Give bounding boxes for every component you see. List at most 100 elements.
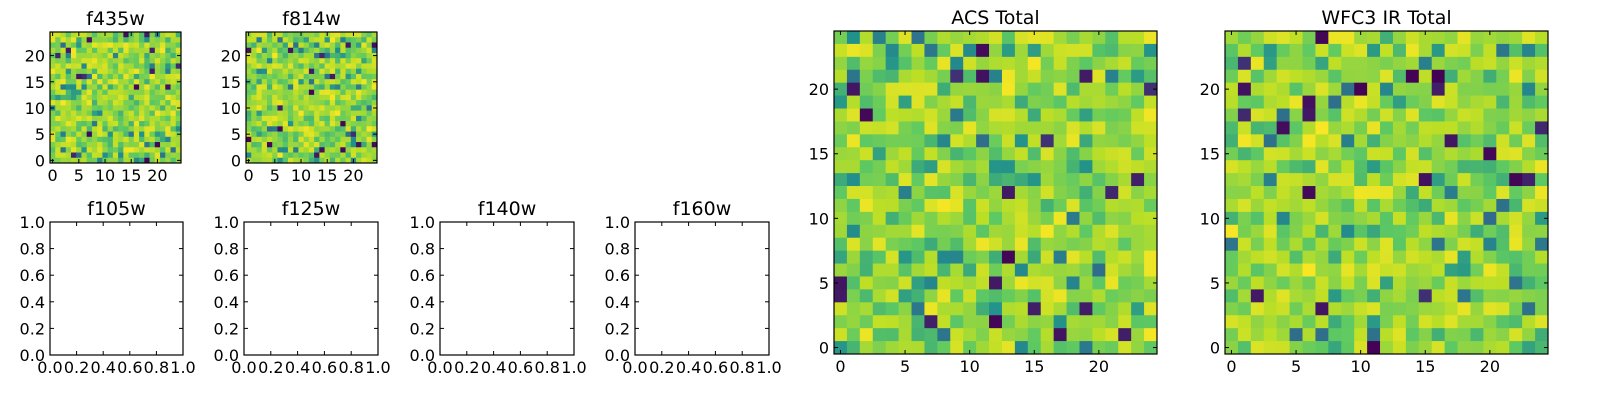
heatmap-cell — [97, 63, 103, 70]
heatmap-cell — [1250, 186, 1265, 200]
heatmap-cell — [1354, 160, 1368, 174]
heatmap-cell — [81, 42, 88, 49]
heatmap-cell — [1444, 95, 1458, 109]
heatmap-cell — [1405, 224, 1420, 239]
heatmap-cell — [133, 100, 140, 106]
heatmap-cell — [350, 94, 357, 101]
heatmap-cell — [1535, 121, 1549, 135]
heatmap-cell — [1509, 302, 1523, 316]
heatmap-cell — [1302, 211, 1316, 226]
heatmap-cell — [1237, 31, 1252, 45]
heatmap-cell — [345, 42, 352, 49]
heatmap-cell — [1341, 134, 1355, 148]
heatmap-cell — [144, 142, 150, 148]
heatmap-cell — [1053, 328, 1067, 342]
heatmap-cell — [1302, 328, 1316, 342]
heatmap-cell — [160, 157, 166, 164]
heatmap-cell — [149, 157, 156, 164]
heatmap-cell — [1315, 186, 1329, 200]
heatmap-cell — [1535, 237, 1549, 252]
heatmap-cell — [86, 110, 93, 117]
heatmap-cell — [846, 134, 861, 148]
heatmap-cell — [1027, 315, 1042, 329]
heatmap-cell — [1263, 341, 1278, 355]
heatmap-cell — [924, 211, 938, 226]
heatmap-cell — [371, 84, 378, 91]
heatmap-cell — [950, 263, 964, 277]
heatmap-cell — [170, 94, 177, 101]
heatmap-cell — [834, 56, 848, 71]
heatmap-cell — [324, 94, 331, 101]
heatmap-cell — [65, 152, 72, 159]
heatmap-cell — [1470, 56, 1484, 71]
heatmap-cell — [1001, 328, 1016, 342]
heatmap-cell — [1457, 43, 1471, 58]
heatmap-cell — [1053, 134, 1067, 148]
heatmap-cell — [1328, 263, 1342, 277]
heatmap-cell — [112, 100, 119, 106]
heatmap-cell — [324, 100, 331, 106]
heatmap-cell — [293, 42, 299, 49]
heatmap-cell — [356, 94, 362, 101]
heatmap-cell — [1144, 224, 1158, 239]
heatmap-cell — [1470, 108, 1484, 122]
heatmap-cell — [139, 136, 145, 143]
y-tick-label: 0.4 — [20, 293, 45, 312]
heatmap-cell — [1354, 198, 1368, 213]
heatmap-cell — [1431, 237, 1446, 252]
heatmap-cell — [165, 32, 171, 38]
heatmap-cell — [112, 136, 119, 143]
heatmap-cell — [1276, 276, 1290, 290]
heatmap-cell — [1263, 328, 1278, 342]
heatmap-cell — [102, 110, 109, 117]
heatmap-cell — [345, 73, 352, 80]
heatmap-cell — [55, 58, 61, 64]
heatmap-cell — [329, 58, 336, 64]
heatmap-cell — [872, 108, 887, 122]
heatmap-cell — [963, 134, 977, 148]
heatmap-cell — [1225, 108, 1239, 122]
heatmap-cell — [76, 126, 82, 132]
heatmap-cell — [1144, 328, 1158, 342]
heatmap-cell — [335, 121, 341, 127]
heatmap-cell — [277, 42, 284, 49]
heatmap-cell — [293, 157, 299, 164]
heatmap-cell — [1105, 237, 1119, 252]
heatmap-cell — [266, 136, 273, 143]
heatmap-cell — [154, 136, 161, 143]
heatmap-cell — [1392, 121, 1407, 135]
heatmap-cell — [356, 126, 362, 132]
heatmap-cell — [976, 276, 990, 290]
heatmap-cell — [308, 32, 315, 38]
heatmap-cell — [102, 73, 109, 80]
heatmap-cell — [308, 58, 315, 64]
heatmap-cell — [70, 32, 77, 38]
heatmap-cell — [160, 73, 166, 80]
heatmap-cell — [97, 147, 103, 153]
heatmap-cell — [70, 58, 77, 64]
x-tick-label: 0 — [244, 166, 254, 185]
heatmap-cell — [1418, 160, 1433, 174]
heatmap-cell — [1276, 121, 1290, 135]
heatmap-cell — [1263, 315, 1278, 329]
heatmap-cell — [1263, 95, 1278, 109]
heatmap-cell — [1535, 276, 1549, 290]
heatmap-cell — [1509, 56, 1523, 71]
heatmap-cell — [160, 121, 166, 127]
heatmap-cell — [366, 94, 373, 101]
heatmap-cell — [133, 73, 140, 80]
heatmap-cell — [170, 89, 177, 96]
heatmap-cell — [107, 152, 114, 159]
heatmap-cell — [1380, 289, 1394, 303]
heatmap-cell — [885, 198, 899, 213]
heatmap-cell — [1092, 315, 1106, 329]
heatmap-cell — [256, 47, 263, 54]
heatmap-cell — [277, 63, 284, 70]
heatmap-cell — [272, 147, 278, 153]
heatmap-cell — [1014, 250, 1029, 264]
heatmap-cell — [118, 68, 124, 75]
heatmap-cell — [149, 42, 156, 49]
heatmap-cell — [1250, 69, 1265, 84]
